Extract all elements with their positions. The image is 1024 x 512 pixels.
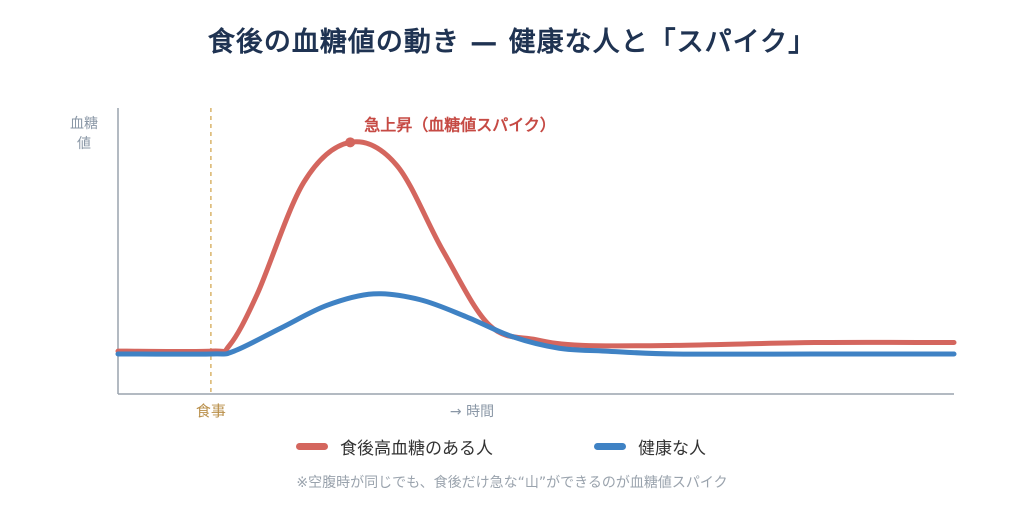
chart-title: 食後の血糖値の動き — 健康な人と「スパイク」 bbox=[207, 27, 817, 58]
legend-item-healthy: 健康な人 bbox=[594, 434, 706, 459]
legend-item-spike: 食後高血糖のある人 bbox=[296, 434, 493, 459]
y-axis-label: 血糖値 bbox=[70, 116, 98, 152]
series-line-healthy bbox=[115, 291, 957, 357]
legend-label-healthy: 健康な人 bbox=[638, 439, 706, 459]
series-line-spike bbox=[115, 139, 957, 355]
legend-label-spike: 食後高血糖のある人 bbox=[340, 439, 493, 459]
spike-annotation: 急上昇（血糖値スパイク） bbox=[364, 115, 556, 134]
legend-swatch-spike bbox=[296, 443, 328, 450]
legend-swatch-healthy bbox=[594, 443, 626, 450]
meal-label: 食事 bbox=[196, 402, 226, 420]
x-axis-label: → 時間 bbox=[450, 404, 494, 420]
peak-point bbox=[345, 137, 356, 148]
footnote: ※空腹時が同じでも、食後だけ急な“山”ができるのが血糖値スパイク bbox=[296, 475, 728, 491]
